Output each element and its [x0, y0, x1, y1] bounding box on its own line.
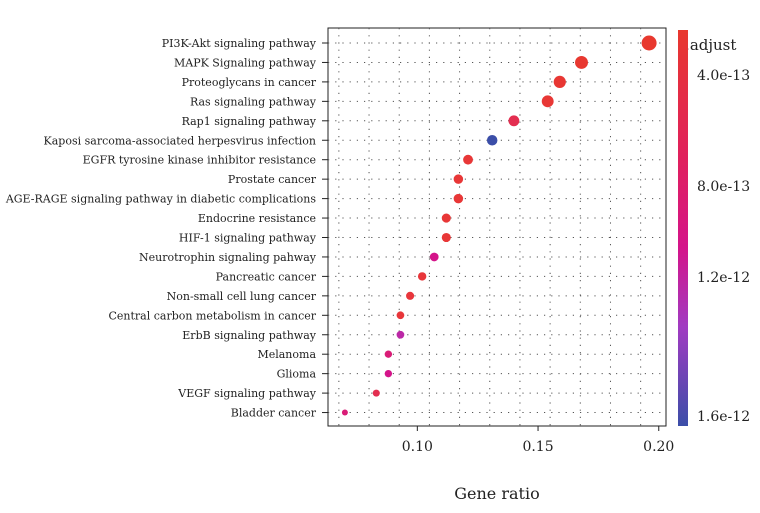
data-point [341, 409, 348, 416]
category-label: EGFR tyrosine kinase inhibitor resistanc… [83, 154, 316, 167]
category-label: Glioma [277, 368, 317, 381]
data-point [575, 55, 588, 69]
data-point [441, 213, 451, 223]
data-point [463, 154, 473, 165]
color-legend: P.adjust 4.0e-13 8.0e-13 1.2e-12 1.6e-12 [678, 30, 750, 426]
category-label: Pancreatic cancer [216, 270, 317, 283]
data-point [396, 330, 405, 339]
grid-layer [328, 28, 666, 426]
category-label: Neurotrophin signaling pahway [139, 251, 317, 264]
category-labels: PI3K-Akt signaling pathway MAPK Signaling… [5, 37, 328, 420]
category-label: Melanoma [257, 348, 316, 361]
category-label: Non-small cell lung cancer [167, 290, 317, 303]
data-point [384, 350, 393, 358]
x-tick-label: 0.10 [402, 439, 433, 455]
legend-labels: 4.0e-13 8.0e-13 1.2e-12 1.6e-12 [697, 68, 750, 425]
legend-title: P.adjust [678, 36, 736, 54]
category-label: Bladder cancer [231, 407, 317, 420]
category-label: Endocrine resistance [198, 212, 316, 225]
x-axis-ticks: 0.10 0.15 0.20 [402, 426, 674, 455]
data-point [417, 272, 427, 281]
legend-label: 8.0e-13 [697, 179, 750, 195]
legend-label: 1.2e-12 [697, 270, 750, 286]
category-label: Proteoglycans in cancer [182, 76, 317, 89]
data-point [441, 232, 451, 243]
category-label: ErbB signaling pathway [182, 329, 316, 342]
plot-panel [327, 27, 667, 427]
data-point [429, 252, 439, 262]
data-points [341, 35, 657, 416]
category-label: VEGF signaling pathway [177, 387, 316, 400]
category-label: MAPK Signaling pathway [174, 56, 317, 69]
data-point [486, 135, 498, 146]
data-point [508, 115, 520, 127]
data-point [372, 389, 380, 397]
category-label: HIF-1 signaling pathway [179, 232, 317, 245]
legend-label: 1.6e-12 [697, 409, 750, 425]
data-point [406, 291, 415, 300]
data-point [453, 174, 464, 184]
data-point [396, 311, 405, 320]
category-label: PI3K-Akt signaling pathway [162, 37, 317, 50]
x-tick-label: 0.15 [522, 439, 553, 455]
data-point [384, 369, 393, 378]
data-point [641, 35, 657, 51]
data-point [553, 75, 566, 89]
data-point [541, 95, 554, 108]
x-tick-label: 0.20 [643, 439, 674, 455]
category-label: Ras signaling pathway [190, 95, 317, 108]
category-label: AGE-RAGE signaling pathway in diabetic c… [5, 193, 317, 206]
category-label: Prostate cancer [228, 173, 317, 186]
category-label: Central carbon metabolism in cancer [108, 309, 316, 322]
category-label: Kaposi sarcoma-associated herpesvirus in… [44, 134, 316, 147]
data-point [453, 193, 464, 204]
category-label: Rap1 signaling pathway [182, 115, 317, 128]
x-axis-title: Gene ratio [454, 484, 539, 503]
legend-colorbar [678, 30, 688, 426]
legend-label: 4.0e-13 [697, 68, 750, 84]
